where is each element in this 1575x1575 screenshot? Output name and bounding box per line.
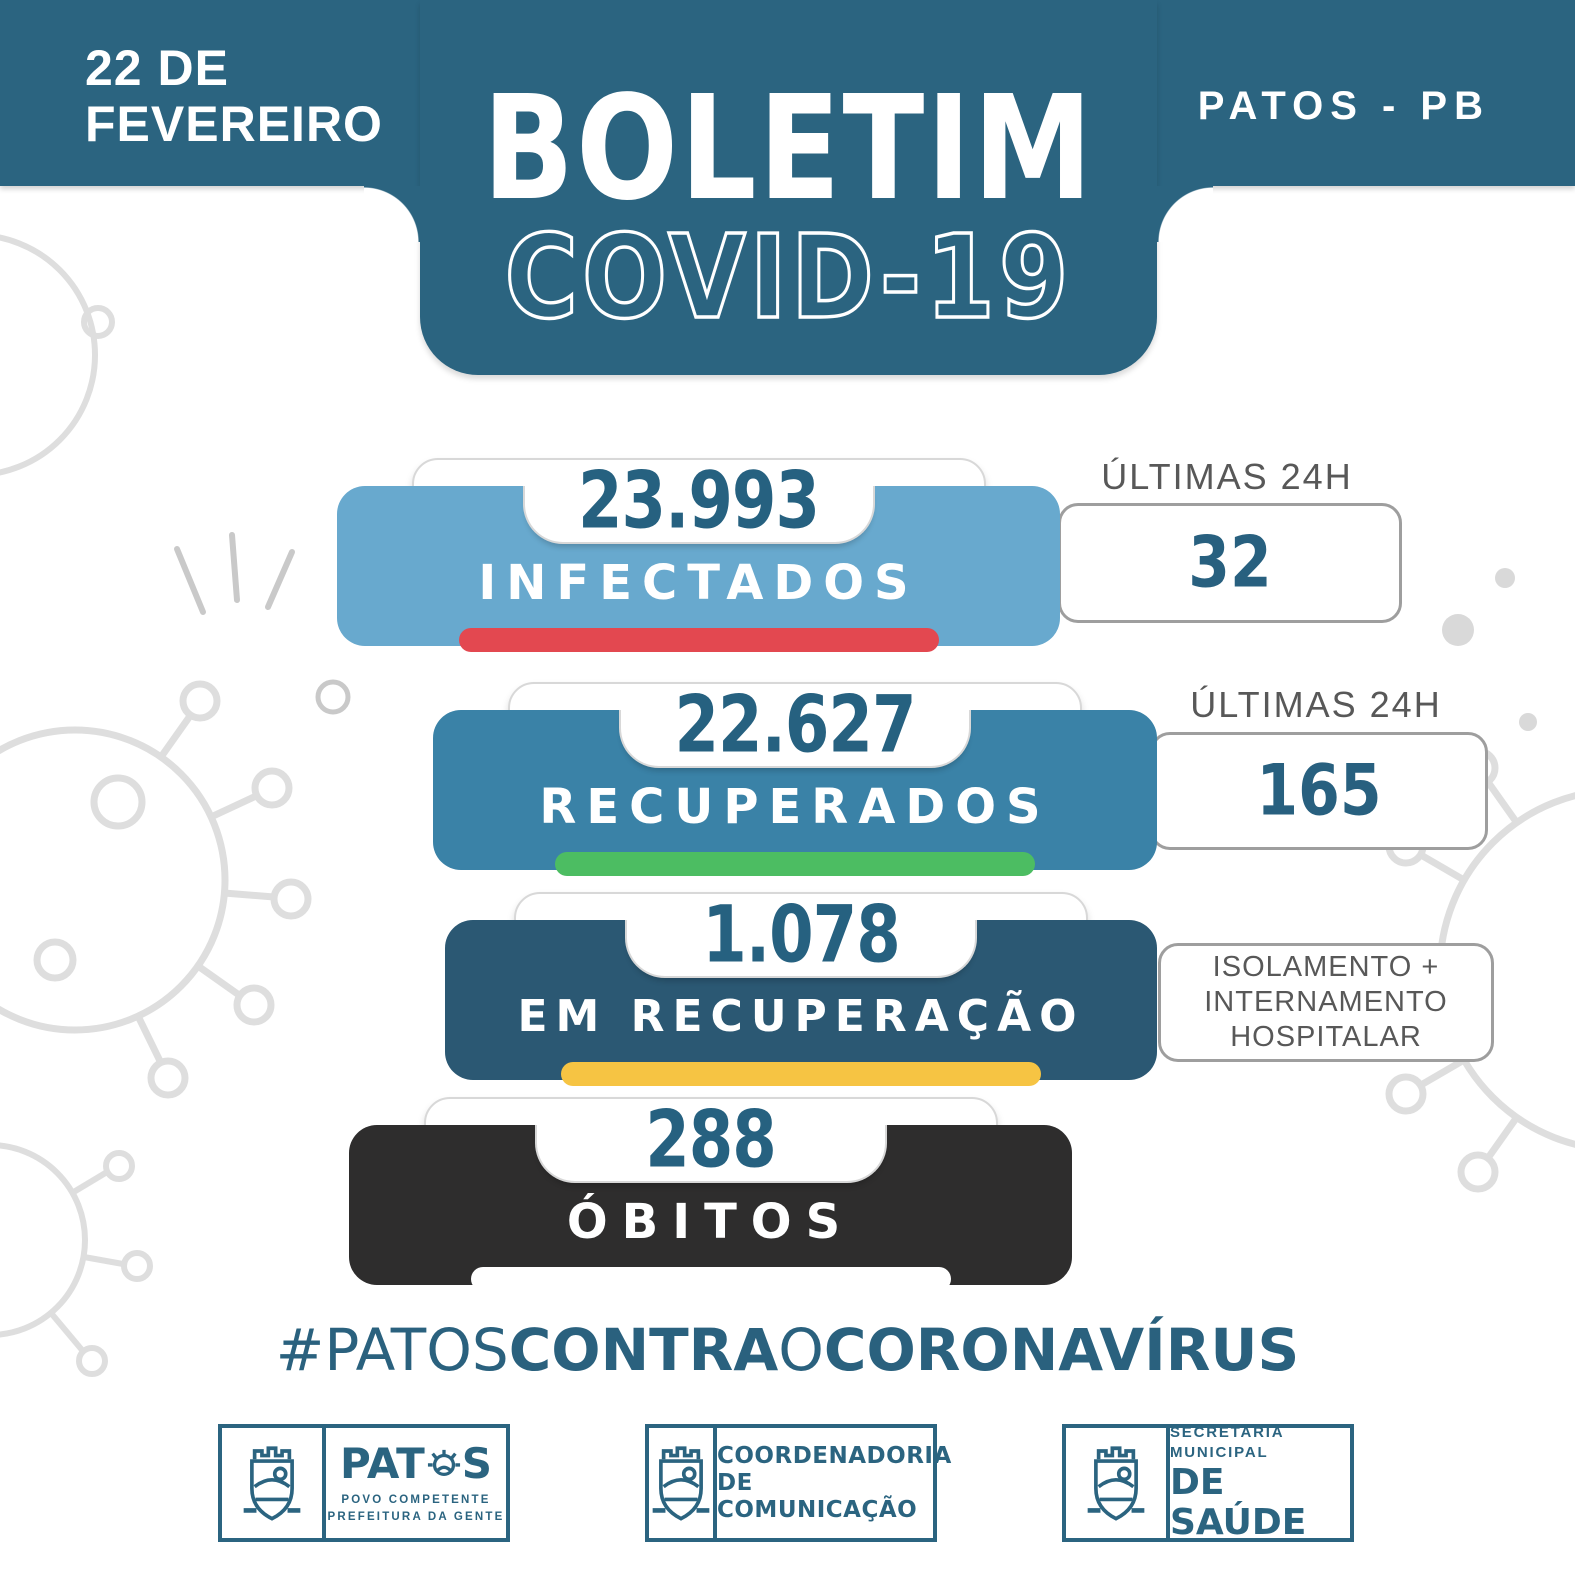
crest-cell: [1066, 1428, 1170, 1538]
stat-label-obitos: ÓBITOS: [566, 1194, 855, 1250]
campaign-hashtag: #PATOSCONTRAOCORONAVÍRUS: [0, 1318, 1575, 1382]
logo-text-cell: SECRETARIA MUNICIPAL DE SAÚDE: [1170, 1424, 1350, 1543]
footer-logo-coordenadoria-comunicacao: COORDENADORIA DE COMUNICAÇÃO: [645, 1424, 951, 1542]
card-notch: [534, 1125, 887, 1183]
tagline-line-1: POVO COMPETENTE: [341, 1493, 491, 1506]
tab-fillet-right: [1157, 186, 1213, 242]
location-text: PATOS - PB: [1197, 84, 1490, 128]
hashtag-segment: #PATOS: [275, 1316, 509, 1384]
note-line-3: HOSPITALAR: [1230, 1021, 1422, 1053]
footer-logo-prefeitura-patos: PAT S POVO COMPETENTE PREFEITURA DA GENT…: [218, 1424, 510, 1542]
stat-value-em-recuperacao: 1.078: [702, 890, 900, 982]
last-24h-box: 32: [1058, 503, 1402, 623]
gear-arc-top-left: [0, 234, 115, 476]
stat-value-infectados: 23.993: [578, 456, 820, 548]
logo-text-cell: COORDENADORIA DE COMUNICAÇÃO: [717, 1428, 952, 1538]
stat-row-obitos: 288 ÓBITOS: [349, 1095, 1072, 1297]
tagline-line-2: PREFEITURA DA GENTE: [327, 1510, 505, 1523]
accent-bar-green: [555, 852, 1035, 876]
stat-value-obitos: 288: [645, 1095, 777, 1187]
accent-bar-yellow: [561, 1062, 1041, 1086]
accent-bar-white: [470, 1267, 951, 1291]
stat-row-recuperados: 22.627 RECUPERADOS ÚLTIMAS 24H 165: [433, 680, 1488, 882]
patos-coat-of-arms-icon: [652, 1446, 710, 1521]
dept-name-line-1: COORDENADORIA: [717, 1442, 952, 1469]
crest-cell: [649, 1428, 717, 1538]
patos-coat-of-arms-icon: [243, 1446, 301, 1521]
tab-fillet-left: [364, 186, 420, 242]
note-line-1: ISOLAMENTO +: [1212, 951, 1440, 983]
stat-row-em-recuperacao: 1.078 EM RECUPERAÇÃO ISOLAMENTO + INTERN…: [445, 890, 1494, 1092]
hashtag-segment: CONTRA: [508, 1316, 779, 1384]
hashtag-segment: CORONA: [823, 1316, 1100, 1384]
isolation-note-box: ISOLAMENTO + INTERNAMENTO HOSPITALAR: [1158, 943, 1494, 1062]
last-24h-value: 32: [1188, 521, 1272, 605]
patos-wordmark: PAT S: [339, 1438, 493, 1488]
header-title-tab: [420, 0, 1157, 375]
card-notch: [625, 920, 977, 978]
bulletin-title: BOLETIM: [482, 66, 1095, 233]
note-line-2: INTERNAMENTO: [1204, 986, 1448, 1018]
card-notch: [522, 486, 875, 544]
small-circle-outline: [315, 679, 351, 715]
patos-coat-of-arms-icon: [1087, 1446, 1145, 1521]
stat-label-recuperados: RECUPERADOS: [539, 779, 1051, 835]
date-line-2: FEVEREIRO: [85, 96, 383, 152]
wordmark-post: S: [461, 1438, 493, 1488]
hashtag-segment: VÍRUS: [1099, 1316, 1300, 1384]
footer-logo-secretaria-saude: SECRETARIA MUNICIPAL DE SAÚDE: [1062, 1424, 1354, 1543]
wordmark-pre: PAT: [339, 1438, 425, 1488]
virus-outline-left: [0, 680, 312, 1099]
sparkle-lines: [174, 532, 295, 615]
sun-icon: [427, 1449, 460, 1476]
stat-label-em-recuperacao: EM RECUPERAÇÃO: [517, 991, 1085, 1042]
last-24h-label: ÚLTIMAS 24H: [1101, 456, 1353, 497]
accent-bar-red: [458, 628, 939, 652]
last-24h-box: 165: [1150, 732, 1488, 850]
last-24h-label: ÚLTIMAS 24H: [1190, 684, 1442, 725]
crest-cell: [222, 1428, 326, 1538]
logo-text-cell: PAT S POVO COMPETENTE PREFEITURA DA GENT…: [326, 1428, 506, 1538]
stat-value-recuperados: 22.627: [674, 680, 917, 772]
bulletin-date: 22 DE FEVEREIRO: [85, 40, 383, 152]
stat-row-infectados: 23.993 INFECTADOS ÚLTIMAS 24H 32: [337, 456, 1402, 658]
hashtag-segment: O: [778, 1316, 824, 1384]
dept-name-line-2: DE COMUNICAÇÃO: [717, 1469, 918, 1523]
gray-dots: [1442, 568, 1537, 731]
card-notch: [619, 710, 971, 768]
dept-name-line-1: SECRETARIA MUNICIPAL: [1170, 1424, 1284, 1461]
dept-name-line-2: DE SAÚDE: [1170, 1462, 1307, 1543]
isolation-note: ISOLAMENTO + INTERNAMENTO HOSPITALAR: [1204, 950, 1447, 1055]
bulletin-subtitle: COVID-19: [503, 209, 1073, 345]
date-line-1: 22 DE: [85, 40, 229, 96]
stat-label-infectados: INFECTADOS: [478, 555, 919, 611]
last-24h-value: 165: [1256, 749, 1382, 833]
virus-outline-bottom-left: [0, 1142, 153, 1377]
